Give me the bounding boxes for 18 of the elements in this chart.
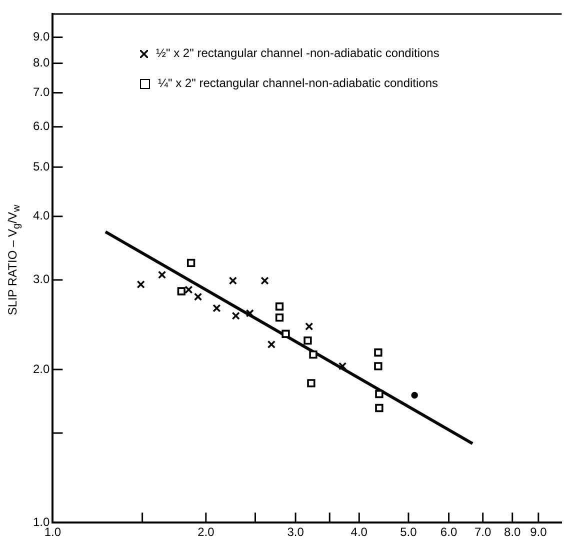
x-tick-label: 6.0	[440, 525, 458, 540]
y-tick-label: 6.0	[32, 119, 50, 134]
x-tick-label: 3.0	[287, 525, 304, 540]
y-tick-label: 9.0	[32, 30, 50, 44]
y-tick-label: 2.0	[32, 362, 50, 376]
x-tick-label: 9.0	[530, 525, 548, 540]
x-tick-label: 7.0	[474, 525, 492, 540]
y-tick-label: 3.0	[32, 272, 50, 286]
y-tick-label: 5.0	[32, 159, 50, 174]
x-tick-label: 4.0	[350, 525, 368, 540]
x-tick-label: 8.0	[504, 525, 522, 540]
y-tick-label: 8.0	[32, 56, 50, 70]
x-tick-label: 5.0	[400, 525, 418, 540]
y-tick-label: 4.0	[32, 208, 50, 223]
y-tick-label: 7.0	[32, 85, 50, 100]
x-tick-label: 2.0	[198, 525, 215, 540]
legend-label: ¼" x 2" rectangular channel-non-adiabatic conditions	[158, 76, 438, 90]
legend-label: ½" x 2" rectangular channel -non-adiabatic conditions	[156, 46, 440, 60]
